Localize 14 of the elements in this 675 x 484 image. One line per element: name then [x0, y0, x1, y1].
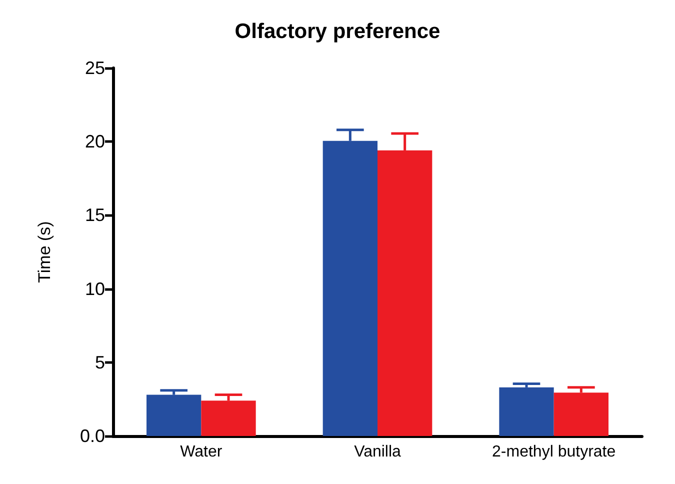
y-tick-label: 15 — [84, 205, 105, 226]
bar — [499, 387, 554, 436]
x-tick-label: 2-methyl butyrate — [492, 444, 616, 460]
y-tick-label: 20 — [84, 132, 105, 152]
y-tick-label: 0.0 — [80, 426, 105, 446]
x-tick-label: Water — [180, 444, 223, 460]
y-tick-label: 5 — [94, 352, 105, 372]
y-tick-label: 25 — [84, 58, 105, 78]
chart-title: Olfactory preference — [234, 20, 440, 43]
y-tick-label: 10 — [84, 278, 105, 299]
y-axis-title: Time (s) — [35, 221, 54, 283]
bar — [146, 394, 202, 436]
x-tick-label: Vanilla — [354, 444, 402, 460]
bar — [554, 392, 608, 436]
